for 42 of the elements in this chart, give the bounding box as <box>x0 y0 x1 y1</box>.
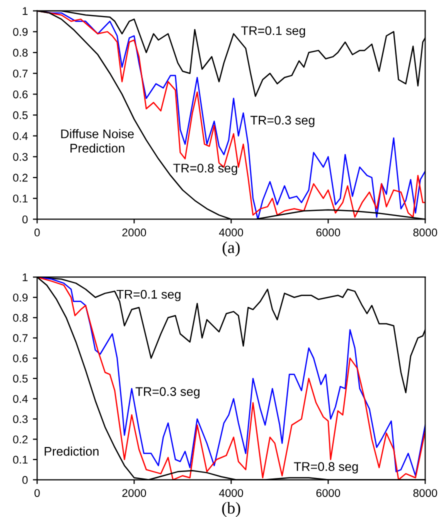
y-tick-label: 0.6 <box>13 90 28 98</box>
y-tick-label: 1 <box>22 273 28 282</box>
y-tick-label: 0.9 <box>13 294 28 302</box>
x-tick-label: 4000 <box>219 489 244 497</box>
y-tick-label: 0.5 <box>13 111 28 120</box>
y-tick-label: 0 <box>22 215 28 224</box>
y-tick-label: 0 <box>22 476 28 484</box>
y-tick-label: 0.6 <box>13 354 28 362</box>
y-tick-label: 0.8 <box>13 48 28 57</box>
x-axis-title: (a) <box>222 241 240 256</box>
y-tick-label: 0.9 <box>13 28 28 36</box>
y-tick-label: 0.2 <box>13 436 28 444</box>
y-tick-label: 0.3 <box>13 152 28 161</box>
y-tick-label: 0.3 <box>13 415 28 424</box>
annotation: TR=0.3 seg <box>250 116 314 128</box>
x-tick-label: 2000 <box>122 228 146 236</box>
y-tick-label: 0.2 <box>13 174 28 182</box>
x-tick-label: 2000 <box>122 489 146 497</box>
x-tick-label: 8000 <box>413 228 438 236</box>
y-tick-label: 0.7 <box>13 334 28 342</box>
y-tick-label: 0.4 <box>13 132 28 140</box>
annotation: Prediction <box>44 446 98 456</box>
annotation: TR=0.8 seg <box>294 462 358 474</box>
annotation: Diffuse Noise Prediction <box>61 129 134 153</box>
x-tick-label: 4000 <box>219 228 244 236</box>
y-tick-label: 0.4 <box>13 394 28 403</box>
x-tick-label: 8000 <box>413 489 438 497</box>
x-tick-label: 0 <box>34 228 40 236</box>
y-tick-label: 0.7 <box>13 70 28 78</box>
annotation: TR=0.1 seg <box>241 26 306 38</box>
annotation: TR=0.1 seg <box>116 290 180 302</box>
y-tick-label: 0.8 <box>13 314 28 322</box>
x-tick-label: 6000 <box>316 228 340 236</box>
y-tick-label: 1 <box>22 7 28 15</box>
x-tick-label: 6000 <box>316 489 340 497</box>
x-tick-label: 0 <box>34 489 40 497</box>
annotation: TR=0.3 seg <box>136 387 200 398</box>
x-axis-title: (b) <box>222 502 240 517</box>
y-tick-label: 0.1 <box>13 194 28 203</box>
annotation: TR=0.8 seg <box>173 164 238 176</box>
y-tick-label: 0.5 <box>13 374 28 383</box>
y-tick-label: 0.1 <box>13 456 28 464</box>
